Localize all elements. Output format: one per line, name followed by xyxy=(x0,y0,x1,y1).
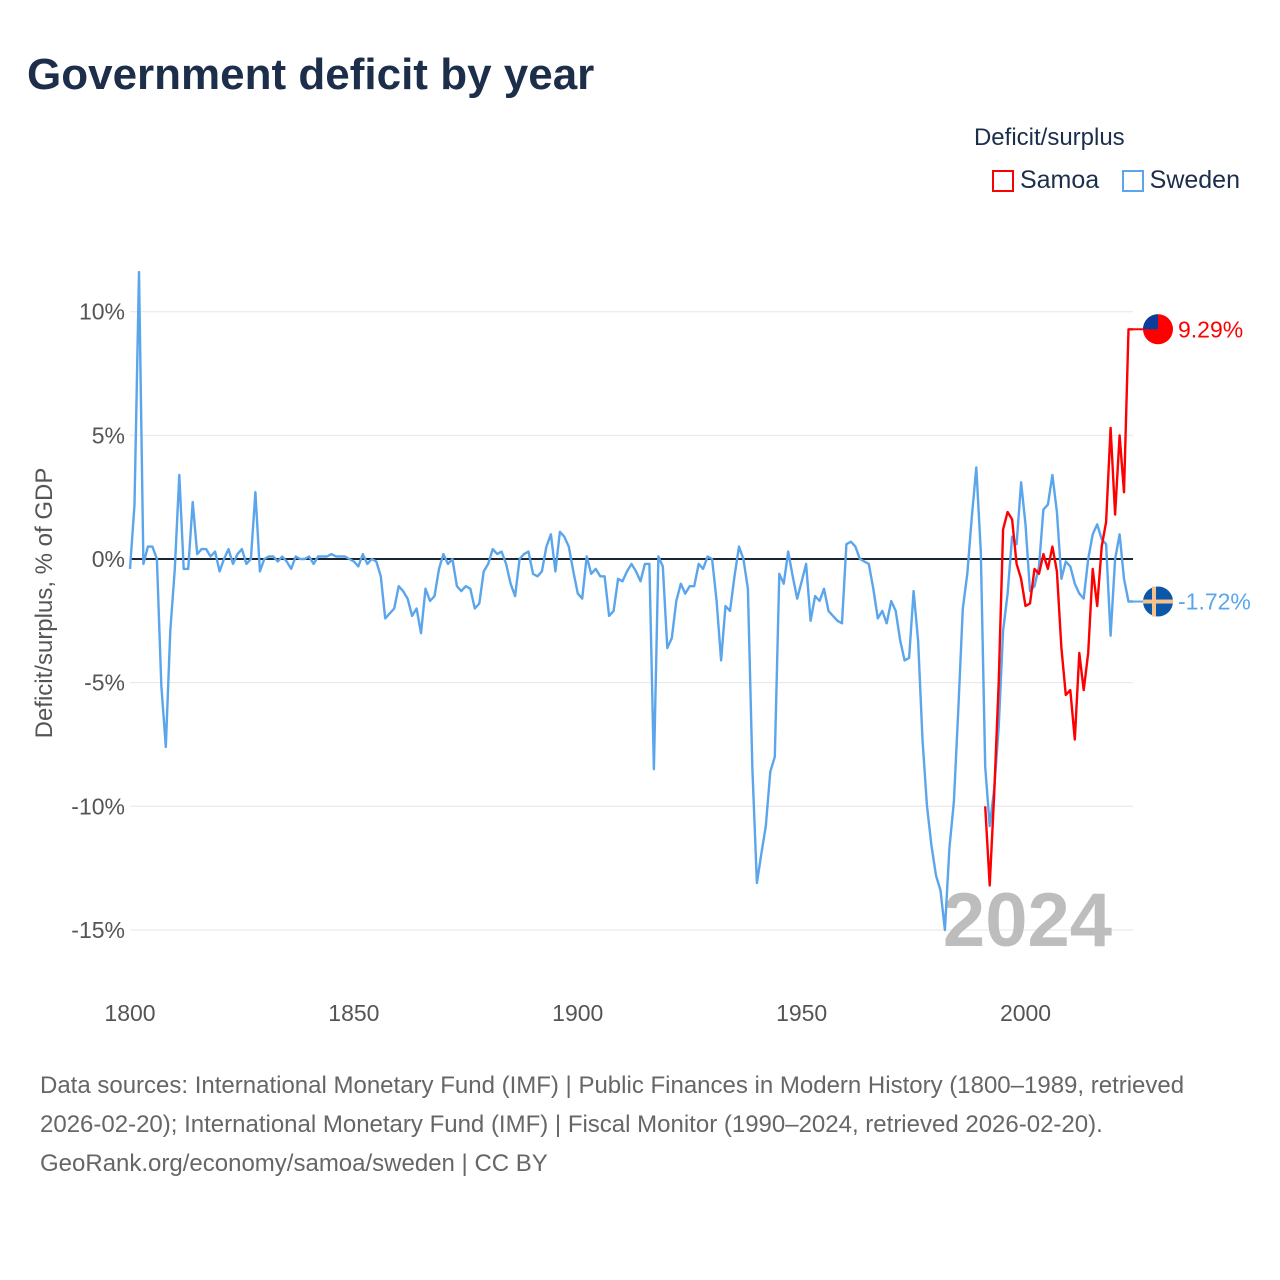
y-tick-label: 5% xyxy=(92,422,125,448)
y-tick-label: -15% xyxy=(71,917,125,943)
x-tick-label: 2000 xyxy=(1000,1000,1051,1026)
legend-title: Deficit/surplus xyxy=(973,124,1125,151)
y-tick-label: 10% xyxy=(79,299,125,325)
end-label-sweden: -1.72% xyxy=(1178,589,1251,615)
legend-item-samoa[interactable]: Samoa xyxy=(991,166,1100,195)
data-sources: Data sources: International Monetary Fun… xyxy=(40,1072,1185,1138)
legend-swatch-sweden xyxy=(1121,169,1144,192)
legend-item-sweden[interactable]: Sweden xyxy=(1121,166,1240,195)
y-axis-label: Deficit/surplus, % of GDP xyxy=(31,468,58,739)
flag-sweden-icon xyxy=(1143,586,1173,617)
legend-label: Sweden xyxy=(1149,166,1240,194)
x-tick-label: 1900 xyxy=(552,1000,603,1026)
legend-label: Samoa xyxy=(1019,166,1100,194)
flag-cross-h xyxy=(1143,599,1173,604)
legend: Deficit/surplus Samoa Sweden xyxy=(974,124,1240,197)
y-tick-label: 0% xyxy=(92,546,125,572)
series-line-samoa xyxy=(984,328,1133,887)
x-tick-label: 1800 xyxy=(104,1000,155,1026)
x-tick-label: 1850 xyxy=(328,1000,379,1026)
y-tick-label: -5% xyxy=(84,670,125,696)
footer: Data sources: International Monetary Fun… xyxy=(40,1066,1240,1183)
year-watermark: 2024 xyxy=(943,878,1112,963)
x-tick-label: 1950 xyxy=(776,1000,827,1026)
line-chart: 10% 5% 0% -5% -10% -15% 1800 1850 1900 1950 2000 2… xyxy=(31,270,1251,1026)
flag-canton xyxy=(1143,314,1158,330)
legend-swatch-samoa xyxy=(991,169,1014,192)
flag-samoa-icon xyxy=(1143,314,1173,345)
chart-title: Government deficit by year xyxy=(27,50,595,99)
end-label-samoa: 9.29% xyxy=(1178,316,1243,342)
y-tick-label: -10% xyxy=(71,793,125,819)
series-line-sweden xyxy=(128,270,1133,932)
source-link[interactable]: GeoRank.org/economy/samoa/sweden | CC BY xyxy=(40,1150,548,1177)
